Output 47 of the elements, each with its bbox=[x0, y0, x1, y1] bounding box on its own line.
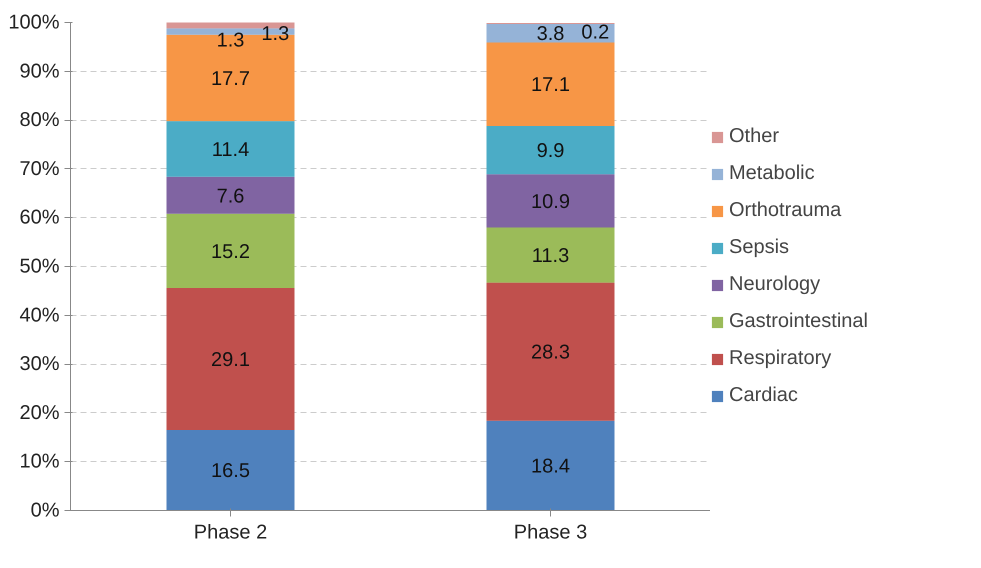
data-label: 18.4 bbox=[531, 456, 570, 478]
data-label: 7.6 bbox=[216, 185, 244, 208]
bar bbox=[486, 126, 614, 174]
x-tick-label: Phase 2 bbox=[194, 522, 268, 544]
bar bbox=[486, 282, 614, 421]
bar bbox=[166, 176, 294, 214]
y-tick-label: 0% bbox=[30, 500, 60, 522]
bar bbox=[166, 121, 294, 177]
data-label: 11.3 bbox=[532, 245, 570, 268]
legend-label: Orthotrauma bbox=[729, 199, 842, 222]
bar bbox=[166, 288, 294, 430]
bar bbox=[486, 174, 614, 228]
data-label: 0.2 bbox=[581, 21, 610, 44]
data-label: 10.9 bbox=[531, 190, 570, 213]
legend-label: Metabolic bbox=[729, 162, 815, 185]
legend-label: Other bbox=[729, 125, 780, 148]
legend-label: Neurology bbox=[729, 273, 820, 296]
bar bbox=[486, 420, 614, 510]
y-tick-label: 50% bbox=[19, 256, 60, 278]
legend-label: Sepsis bbox=[729, 236, 790, 259]
x-tick-label: Phase 3 bbox=[514, 522, 588, 544]
data-label: 3.8 bbox=[536, 23, 564, 46]
legend-label: Gastrointestinal bbox=[729, 310, 868, 333]
bar bbox=[486, 227, 614, 283]
y-tick-label: 100% bbox=[8, 12, 60, 34]
y-tick-label: 90% bbox=[19, 60, 60, 82]
y-tick-label: 30% bbox=[19, 353, 60, 376]
data-label: 1.3 bbox=[216, 29, 244, 52]
data-label: 28.3 bbox=[531, 342, 570, 364]
legend-label: Respiratory bbox=[729, 347, 832, 370]
bar bbox=[166, 430, 294, 510]
data-label: 11.4 bbox=[212, 138, 250, 161]
y-tick-label: 70% bbox=[19, 158, 60, 180]
data-label: 16.5 bbox=[211, 460, 250, 482]
y-tick-label: 10% bbox=[19, 450, 60, 473]
legend-label: Cardiac bbox=[729, 384, 798, 407]
data-label: 29.1 bbox=[211, 348, 250, 371]
y-tick-label: 20% bbox=[19, 402, 60, 424]
bar bbox=[486, 42, 614, 126]
data-label: 17.7 bbox=[211, 68, 250, 90]
data-label: 9.9 bbox=[536, 140, 564, 162]
y-tick-label: 80% bbox=[19, 109, 60, 132]
y-tick-label: 60% bbox=[19, 206, 60, 229]
data-label: 15.2 bbox=[211, 240, 250, 263]
data-label: 17.1 bbox=[531, 74, 570, 96]
y-tick-label: 40% bbox=[19, 304, 60, 326]
bar bbox=[166, 214, 294, 288]
